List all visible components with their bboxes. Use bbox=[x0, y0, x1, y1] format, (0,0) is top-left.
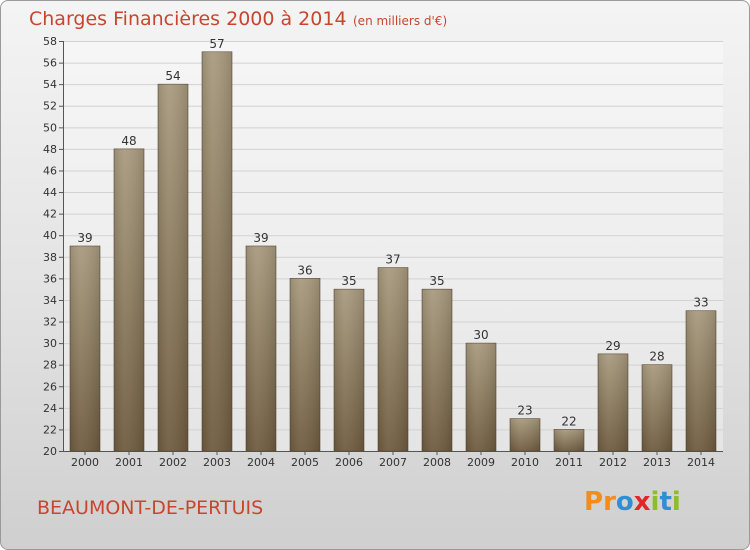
data-label: 30 bbox=[473, 328, 488, 342]
data-label: 33 bbox=[693, 296, 708, 310]
data-label: 28 bbox=[649, 350, 664, 364]
data-label: 22 bbox=[561, 414, 576, 428]
x-tick-label: 2011 bbox=[555, 456, 583, 469]
chart-unit: (en milliers d'€) bbox=[353, 14, 448, 28]
data-label: 36 bbox=[297, 263, 312, 277]
x-tick-label: 2003 bbox=[203, 456, 231, 469]
data-label: 57 bbox=[209, 37, 224, 51]
y-tick-label: 42 bbox=[43, 208, 57, 221]
data-label: 39 bbox=[253, 231, 268, 245]
y-tick-label: 52 bbox=[43, 100, 57, 113]
x-tick-label: 2000 bbox=[71, 456, 99, 469]
bar-shade-2006 bbox=[334, 289, 364, 451]
x-tick-label: 2013 bbox=[643, 456, 671, 469]
x-tick-label: 2004 bbox=[247, 456, 275, 469]
x-tick-label: 2014 bbox=[687, 456, 715, 469]
bar-shade-2004 bbox=[246, 246, 276, 451]
y-tick-label: 22 bbox=[43, 423, 57, 436]
data-label: 35 bbox=[341, 274, 356, 288]
bar-shade-2001 bbox=[114, 148, 144, 452]
y-tick-label: 38 bbox=[43, 251, 57, 264]
y-tick-label: 34 bbox=[43, 294, 57, 307]
data-label: 23 bbox=[517, 404, 532, 418]
data-label: 54 bbox=[165, 69, 180, 83]
data-label: 48 bbox=[121, 134, 136, 148]
y-tick-label: 26 bbox=[43, 380, 57, 393]
bar-shade-2000 bbox=[70, 246, 100, 451]
bar-shade-2007 bbox=[378, 267, 408, 451]
x-tick-label: 2001 bbox=[115, 456, 143, 469]
data-label: 35 bbox=[429, 274, 444, 288]
x-tick-label: 2005 bbox=[291, 456, 319, 469]
data-label: 29 bbox=[605, 339, 620, 353]
x-tick-label: 2009 bbox=[467, 456, 495, 469]
bar-shade-2014 bbox=[686, 310, 716, 451]
bar-shade-2011 bbox=[554, 429, 584, 451]
x-tick-label: 2006 bbox=[335, 456, 363, 469]
y-tick-label: 50 bbox=[43, 121, 57, 134]
commune-name: BEAUMONT-DE-PERTUIS bbox=[37, 497, 264, 519]
data-label: 39 bbox=[77, 231, 92, 245]
y-tick-label: 44 bbox=[43, 186, 57, 199]
bar-shade-2012 bbox=[598, 353, 628, 451]
bar-layer bbox=[69, 51, 717, 452]
bar-shade-2002 bbox=[158, 84, 188, 451]
axis-layer: 20 22 24 26 28 30 32 34 36 38 40 42 44 46 48 50 52 54 56 58 bbox=[43, 35, 723, 458]
data-label: 37 bbox=[385, 253, 400, 267]
y-tick-label: 56 bbox=[43, 57, 57, 70]
y-tick-label: 32 bbox=[43, 316, 57, 329]
y-tick-label: 54 bbox=[43, 78, 57, 91]
bar-shade-2009 bbox=[466, 343, 496, 451]
x-tick-label: 2002 bbox=[159, 456, 187, 469]
y-tick-label: 30 bbox=[43, 337, 57, 350]
y-tick-label: 48 bbox=[43, 143, 57, 156]
bar-shade-2003 bbox=[202, 51, 232, 451]
y-tick-label: 20 bbox=[43, 445, 57, 458]
x-tick-label: 2010 bbox=[511, 456, 539, 469]
y-tick-label: 36 bbox=[43, 272, 57, 285]
y-tick-label: 46 bbox=[43, 164, 57, 177]
bar-shade-2008 bbox=[422, 289, 452, 451]
y-tick-label: 28 bbox=[43, 359, 57, 372]
label-layer: 2000 39 2001 48 2002 54 2003 57 2004 39 2005 36 2006… bbox=[71, 37, 715, 469]
y-tick-label: 40 bbox=[43, 229, 57, 242]
brand-logo: Proxiti bbox=[584, 487, 681, 517]
chart-title: Charges Financières 2000 à 2014 bbox=[29, 8, 347, 30]
bar-shade-2005 bbox=[290, 278, 320, 451]
y-tick-label: 58 bbox=[43, 35, 57, 48]
x-tick-label: 2007 bbox=[379, 456, 407, 469]
bar-shade-2013 bbox=[642, 364, 672, 451]
y-tick-label: 24 bbox=[43, 402, 57, 415]
x-tick-label: 2008 bbox=[423, 456, 451, 469]
x-tick-label: 2012 bbox=[599, 456, 627, 469]
bar-shade-2010 bbox=[510, 418, 540, 451]
